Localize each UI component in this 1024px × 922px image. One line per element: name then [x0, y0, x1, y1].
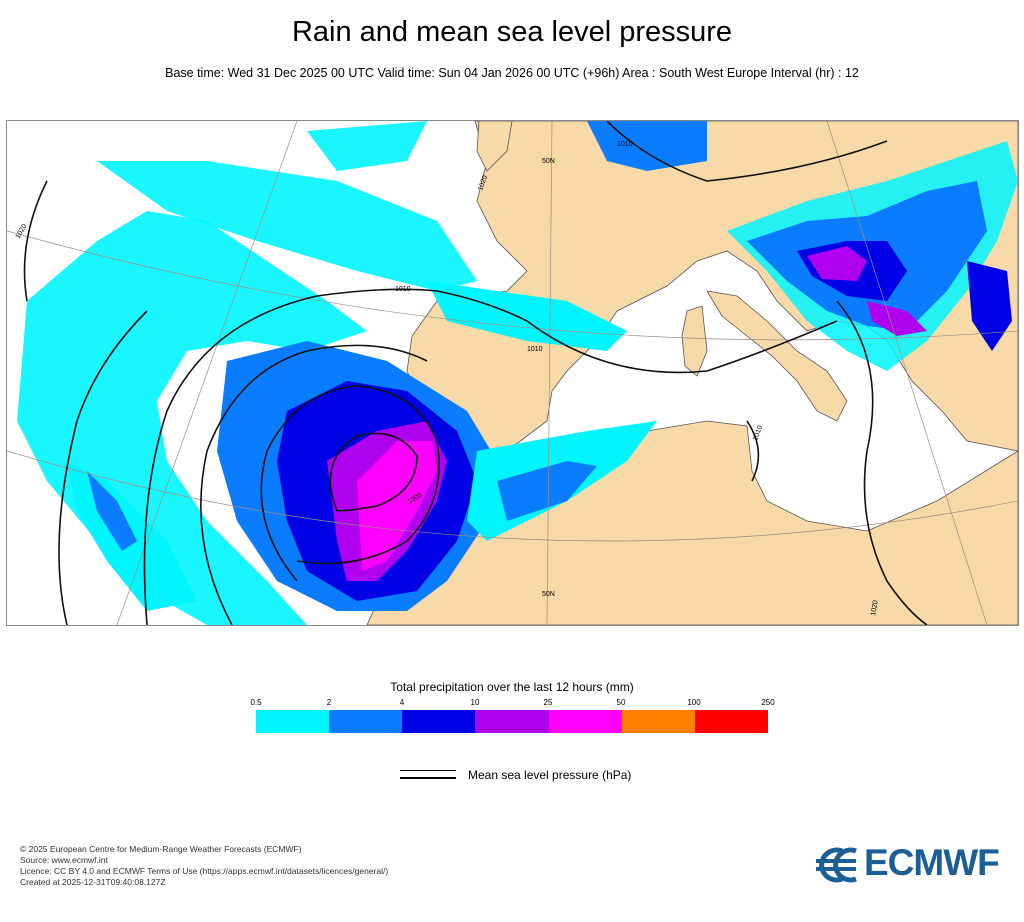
- legend-color-swatch: [548, 710, 622, 733]
- isobar-label: 1010: [395, 286, 411, 293]
- legend-tick: 50: [616, 698, 626, 707]
- ecmwf-logo-icon: [816, 847, 857, 883]
- legend-color-swatch: [256, 710, 330, 733]
- isobar-label: 1020: [477, 175, 489, 192]
- precipitation-field: [17, 121, 1018, 625]
- legend-color-swatch: [621, 710, 695, 733]
- legend-tick: 10: [470, 698, 480, 707]
- legend-title: Total precipitation over the last 12 hou…: [390, 680, 634, 694]
- isobar-legend-line: [400, 770, 456, 780]
- map-svg: 1020 1010 1000 1010 1010 1010 1020 1020 …: [7, 121, 1018, 625]
- legend-color-swatch: [694, 710, 768, 733]
- legend-color-swatch: [329, 710, 403, 733]
- latitude-label: 50N: [542, 591, 555, 598]
- page-subtitle: Base time: Wed 31 Dec 2025 00 UTC Valid …: [165, 66, 859, 80]
- page-title: Rain and mean sea level pressure: [291, 16, 733, 48]
- footer-licence: Licence: CC BY 4.0 and ECMWF Terms of Us…: [20, 866, 389, 876]
- ecmwf-logo-text: ECMWF: [864, 842, 1000, 883]
- legend-tick: 100: [687, 698, 701, 707]
- legend-tick: 250: [761, 698, 775, 707]
- legend-colorbar: [256, 710, 768, 733]
- isobar-label: 1020: [15, 223, 29, 240]
- isobar-label: 1010: [752, 425, 764, 442]
- isobars: [23, 121, 928, 625]
- isobar-label: 1010: [617, 141, 633, 148]
- footer-source: Source: www.ecmwf.int: [20, 855, 108, 865]
- isobar-legend-label: Mean sea level pressure (hPa): [468, 768, 632, 782]
- legend-tick: 0.5: [250, 698, 262, 707]
- legend-color-swatch: [475, 710, 549, 733]
- legend-tick: 4: [399, 698, 405, 707]
- isobar-label: 1020: [870, 600, 880, 617]
- footer-created: Created at 2025-12-31T09:40:08.127Z: [20, 877, 166, 887]
- latitude-label: 50N: [542, 158, 555, 165]
- legend-color-swatch: [402, 710, 476, 733]
- footer: © 2025 European Centre for Medium-Range …: [20, 844, 388, 888]
- ecmwf-logo[interactable]: ECMWF: [812, 842, 1008, 884]
- isobar-label: 1010: [527, 346, 543, 353]
- weather-map[interactable]: 1020 1010 1000 1010 1010 1010 1020 1020 …: [6, 120, 1019, 626]
- legend-tick: 25: [543, 698, 553, 707]
- footer-copyright: © 2025 European Centre for Medium-Range …: [20, 844, 302, 854]
- legend-tick: 2: [326, 698, 332, 707]
